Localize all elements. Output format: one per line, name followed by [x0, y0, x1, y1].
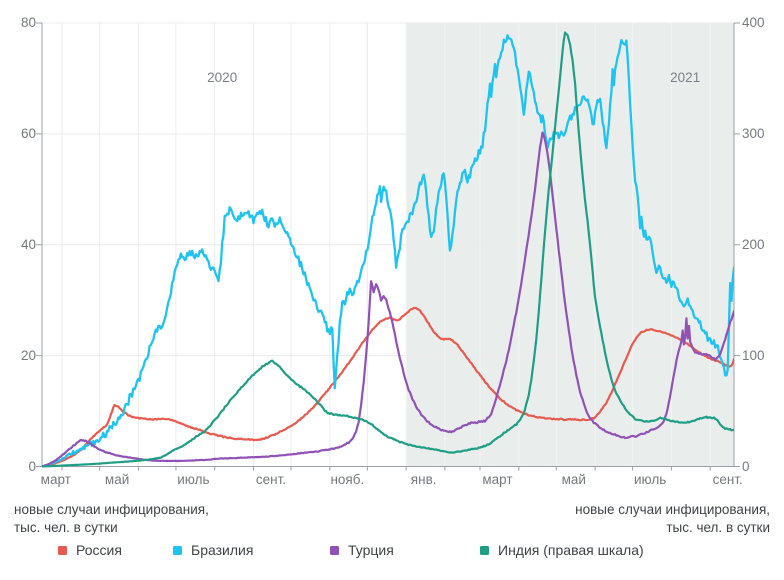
month-label-4: нояб.: [330, 472, 365, 487]
year-annotation-2020: 2020: [207, 70, 238, 85]
year-annotation-2021: 2021: [670, 70, 701, 85]
series-line-india: [42, 31, 734, 468]
month-label-5: янв.: [410, 472, 437, 487]
legend-swatch-russia: [58, 545, 67, 555]
month-label-3: сент.: [255, 472, 287, 487]
legend-label-india: Индия (правая шкала): [498, 542, 644, 558]
legend-item-russia: Россия: [58, 542, 122, 558]
legend-label-brazil: Бразилия: [191, 542, 254, 558]
right-tick-300: 300: [742, 125, 765, 141]
legend-item-turkey: Турция: [330, 542, 394, 558]
left-tick-40: 40: [20, 236, 36, 252]
series-line-russia: [42, 306, 734, 468]
month-label-7: май: [561, 472, 586, 487]
right-axis-caption: новые случаи инфицирования, тыс. чел. в …: [575, 501, 770, 536]
right-tick-100: 100: [742, 347, 765, 363]
legend-swatch-turkey: [330, 545, 339, 555]
legend-swatch-india: [480, 545, 489, 555]
legend-swatch-brazil: [173, 545, 182, 555]
month-label-8: июль: [634, 472, 667, 487]
left-axis-caption: новые случаи инфицирования, тыс. чел. в …: [14, 501, 209, 536]
legend-label-turkey: Турция: [348, 542, 394, 558]
month-label-0: март: [40, 472, 71, 487]
month-label-1: май: [104, 472, 130, 487]
legend-item-brazil: Бразилия: [173, 542, 253, 558]
series-line-turkey: [42, 131, 734, 468]
right-tick-400: 400: [742, 15, 765, 30]
right-axis-caption-line1: новые случаи инфицирования,: [575, 502, 770, 517]
series-line-brazil: [42, 34, 734, 468]
left-axis-caption-line2: тыс. чел. в сутки: [14, 519, 118, 535]
left-tick-60: 60: [20, 125, 36, 141]
left-tick-0: 0: [28, 458, 36, 474]
month-label-6: март: [482, 472, 513, 487]
right-axis-caption-line2: тыс. чел. в сутки: [666, 519, 770, 535]
month-label-2: июль: [177, 472, 210, 487]
legend-label-russia: Россия: [76, 542, 122, 558]
left-axis-caption-line1: новые случаи инфицирования,: [14, 502, 209, 517]
left-tick-20: 20: [20, 347, 36, 363]
legend-item-india: Индия (правая шкала): [480, 542, 644, 558]
right-tick-200: 200: [742, 236, 765, 252]
left-tick-80: 80: [20, 15, 36, 30]
series-group: [42, 31, 734, 468]
right-tick-0: 0: [742, 458, 750, 474]
month-label-9: сент.: [712, 472, 743, 487]
